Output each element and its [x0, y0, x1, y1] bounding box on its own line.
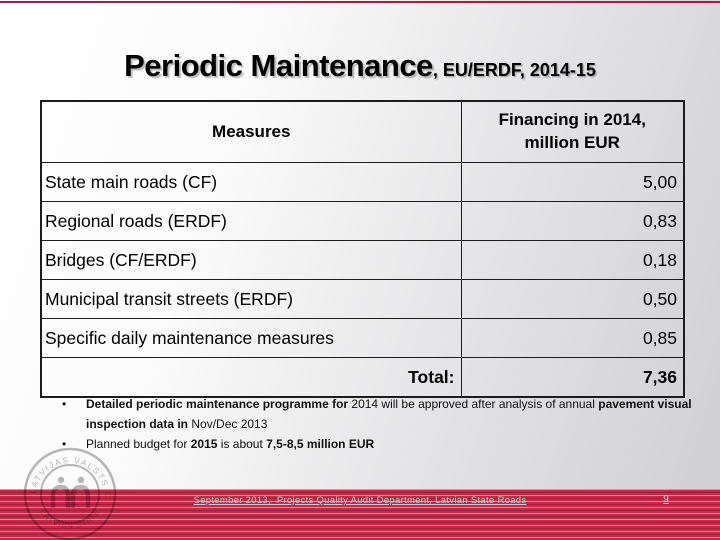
table-row: Regional roads (ERDF) 0,83: [40, 201, 685, 241]
top-accent-line: [0, 1, 720, 3]
value-cell: 0,83: [460, 201, 685, 241]
footer-caption: September 2013, Projects Quality Audit D…: [193, 495, 527, 506]
notes-list: • Detailed periodic maintenance programm…: [60, 394, 696, 454]
bullet-text: Detailed periodic maintenance programme …: [86, 397, 692, 431]
page-number: 9: [663, 494, 669, 505]
measure-cell: Municipal transit streets (ERDF): [40, 279, 462, 319]
value-cell: 5,00: [460, 162, 685, 202]
measure-cell: Regional roads (ERDF): [40, 201, 462, 241]
value-cell: 0,50: [460, 279, 685, 319]
latvian-state-roads-seal-icon: LATVIJAS VALSTS CEĻI LATVIAN STATE ROADS: [20, 442, 120, 540]
table-row: Municipal transit streets (ERDF) 0,50: [40, 279, 685, 319]
slide-title-main: Periodic Maintenance: [124, 48, 433, 83]
value-cell: 0,85: [460, 318, 685, 358]
slide-title: Periodic Maintenance, EU/ERDF, 2014-15: [0, 48, 720, 84]
column-header-measures: Measures: [40, 100, 462, 163]
total-value: 7,36: [460, 357, 685, 398]
table-total-row: Total: 7,36: [40, 357, 685, 398]
bullet-text: Planned budget for 2015 is about 7,5-8,5…: [86, 437, 375, 451]
financing-table: Measures Financing in 2014, million EUR …: [40, 100, 685, 398]
bullet-icon: •: [62, 397, 67, 411]
total-label: Total:: [40, 357, 462, 398]
list-item: • Planned budget for 2015 is about 7,5-8…: [60, 434, 696, 454]
table-row: Specific daily maintenance measures 0,85: [40, 318, 685, 358]
measure-cell: State main roads (CF): [40, 162, 462, 202]
slide-title-suffix: , EU/ERDF, 2014-15: [432, 60, 596, 80]
seal-bridge-emblem: [53, 487, 88, 508]
table-row: Bridges (CF/ERDF) 0,18: [40, 240, 685, 280]
table-header-row: Measures Financing in 2014, million EUR: [40, 100, 685, 163]
footer-striped-bar: [0, 489, 720, 540]
table-row: State main roads (CF) 5,00: [40, 162, 685, 202]
list-item: • Detailed periodic maintenance programm…: [60, 394, 696, 434]
column-header-financing: Financing in 2014, million EUR: [460, 100, 685, 163]
measure-cell: Bridges (CF/ERDF): [40, 240, 462, 280]
measure-cell: Specific daily maintenance measures: [40, 318, 462, 358]
value-cell: 0,18: [460, 240, 685, 280]
bullet-icon: •: [62, 437, 67, 451]
